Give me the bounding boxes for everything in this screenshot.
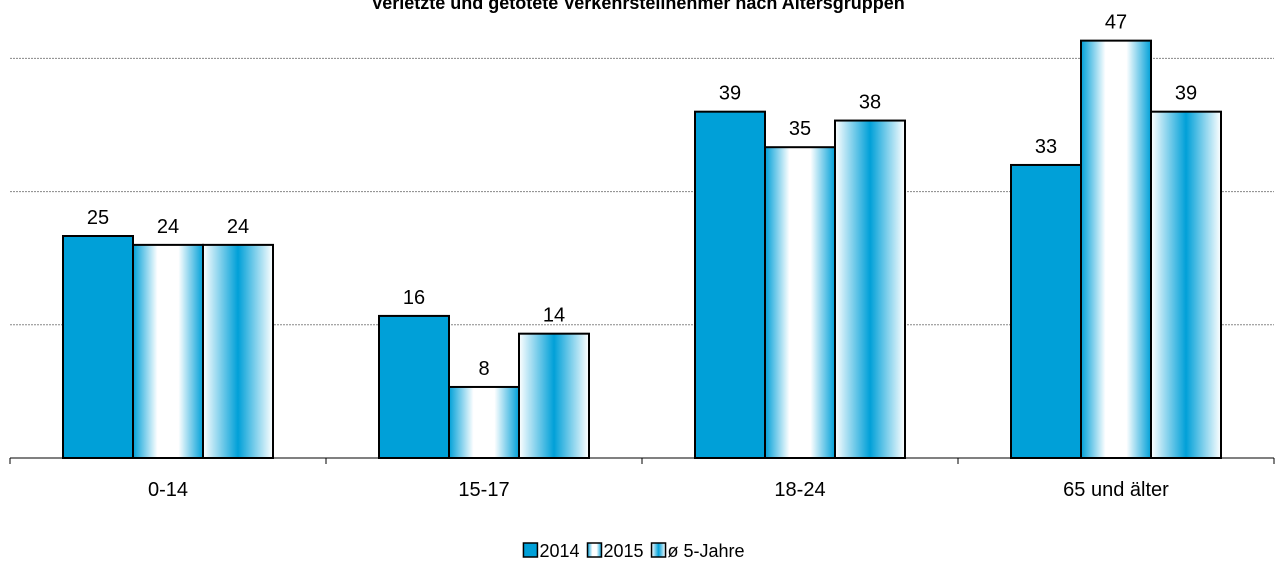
legend-label: ø 5-Jahre (668, 541, 745, 561)
legend-swatch (586, 542, 603, 558)
bar (62, 235, 134, 459)
legend-label: 2015 (603, 541, 643, 561)
data-label: 25 (87, 207, 109, 229)
data-label: 24 (227, 216, 249, 238)
bar (448, 385, 520, 459)
bar (132, 243, 204, 459)
data-label: 35 (789, 118, 811, 140)
bar (378, 314, 450, 460)
data-label: 39 (719, 83, 741, 105)
data-label: 8 (478, 358, 489, 380)
bar (1010, 163, 1082, 460)
data-label: 38 (859, 92, 881, 114)
bar (1150, 110, 1222, 460)
x-tick-label: 18-24 (774, 479, 825, 501)
data-label: 39 (1175, 83, 1197, 105)
x-tick-label: 15-17 (458, 479, 509, 501)
legend-label: 2014 (539, 541, 579, 561)
bar (518, 332, 590, 459)
chart-title: Verletzte und getötete Verkehrsteilnehme… (371, 0, 904, 13)
data-label: 16 (403, 287, 425, 309)
data-label: 47 (1105, 12, 1127, 34)
bar (1080, 39, 1152, 459)
legend-swatch (650, 542, 667, 558)
legend-swatch (522, 542, 539, 558)
bar (764, 146, 836, 459)
x-tick-label: 0-14 (148, 479, 188, 501)
data-label: 24 (157, 216, 179, 238)
data-label: 33 (1035, 136, 1057, 158)
data-label: 14 (543, 305, 565, 327)
bar (834, 119, 906, 459)
x-tick-label: 65 und älter (1063, 479, 1169, 501)
bar (202, 243, 274, 459)
bar (694, 110, 766, 460)
